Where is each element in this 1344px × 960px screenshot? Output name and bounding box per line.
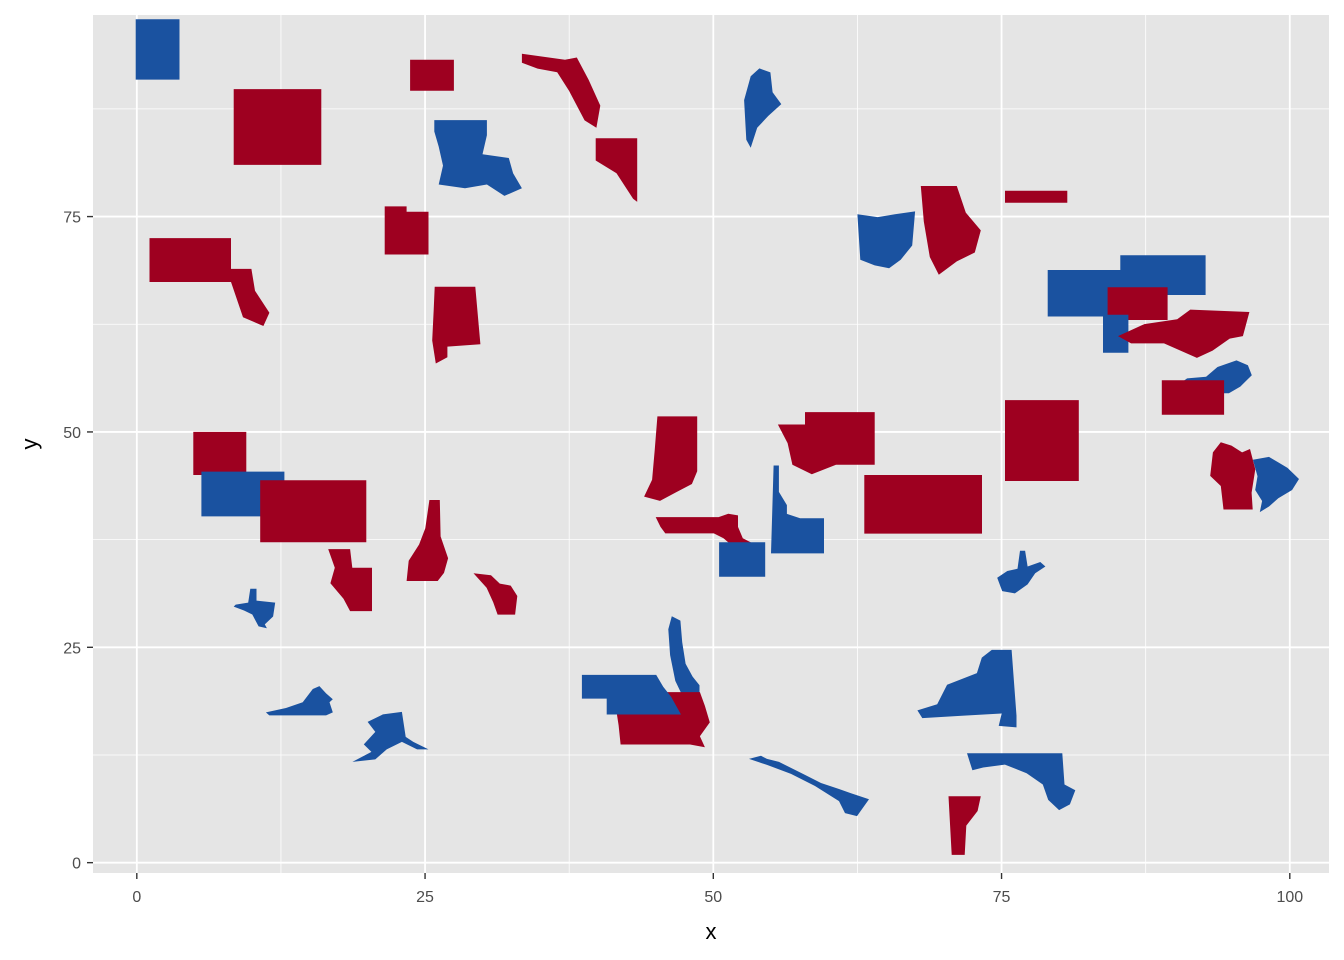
y-axis: 0 25 50 75: [63, 210, 93, 873]
state-mark-illinois: [328, 549, 372, 612]
state-mark-michigan: [473, 573, 518, 615]
state-mark-new-york: [917, 649, 1017, 728]
state-mark-north-carolina: [1118, 309, 1250, 358]
state-mark-nevada: [595, 138, 638, 202]
state-mark-texas: [233, 588, 276, 629]
state-mark-south-carolina-2: [1252, 456, 1299, 513]
x-tick-label: 25: [416, 889, 434, 906]
y-tick-label: 50: [63, 425, 81, 442]
state-mark-north-dakota: [260, 480, 367, 543]
state-mark-connecticut: [1047, 270, 1127, 317]
state-mark-new-hampshire: [406, 500, 449, 581]
state-mark-arkansas: [233, 89, 322, 165]
y-tick-label: 75: [63, 210, 81, 227]
state-mark-south-dakota: [149, 238, 270, 326]
state-mark-kansas: [864, 475, 982, 534]
state-marks: [135, 19, 1299, 855]
state-mark-massachusetts: [655, 513, 753, 547]
state-mark-minnesota: [1103, 314, 1129, 353]
state-mark-hawaii: [749, 755, 869, 817]
state-mark-rhode-island: [135, 19, 180, 80]
state-mark-maine: [744, 68, 782, 148]
state-mark-alabama: [432, 286, 481, 364]
state-mark-maryland: [967, 753, 1076, 811]
state-mark-washington: [777, 412, 875, 475]
state-mark-georgia: [920, 186, 981, 275]
x-tick-label: 75: [993, 889, 1011, 906]
state-mark-nebraska-2: [581, 674, 681, 715]
y-axis-title: y: [17, 439, 42, 450]
x-tick-label: 0: [132, 889, 141, 906]
state-mark-louisiana: [434, 120, 522, 196]
y-tick-label: 25: [63, 640, 81, 657]
state-mark-utah-mesh: [719, 542, 766, 577]
state-mark-west-virginia: [997, 550, 1046, 594]
state-mark-tennessee: [1005, 190, 1068, 203]
state-mark-vermont: [948, 796, 981, 855]
state-mark-indiana: [644, 416, 698, 501]
state-mark-idaho: [771, 465, 824, 554]
x-tick-label: 100: [1276, 889, 1303, 906]
y-tick-label: 0: [72, 856, 81, 873]
state-mark-oregon: [410, 59, 454, 91]
state-mark-nebraska: [1161, 380, 1225, 415]
state-mark-south-carolina: [1107, 287, 1168, 320]
x-axis: 0 25 50 75 100: [132, 873, 1303, 906]
state-mark-florida: [521, 53, 601, 128]
x-tick-label: 50: [704, 889, 722, 906]
state-mark-wyoming: [1005, 400, 1079, 481]
state-mark-delaware: [668, 616, 700, 703]
major-gridlines: [93, 15, 1329, 873]
state-mark-ohio: [857, 211, 916, 269]
state-mark-alaska: [352, 711, 429, 762]
x-axis-title: x: [706, 919, 717, 944]
state-mark-missouri: [193, 431, 247, 475]
state-mark-oklahoma: [1120, 255, 1206, 295]
state-mark-wisconsin: [1210, 442, 1256, 510]
state-mark-utah: [384, 206, 429, 255]
state-mark-virginia: [265, 686, 333, 716]
